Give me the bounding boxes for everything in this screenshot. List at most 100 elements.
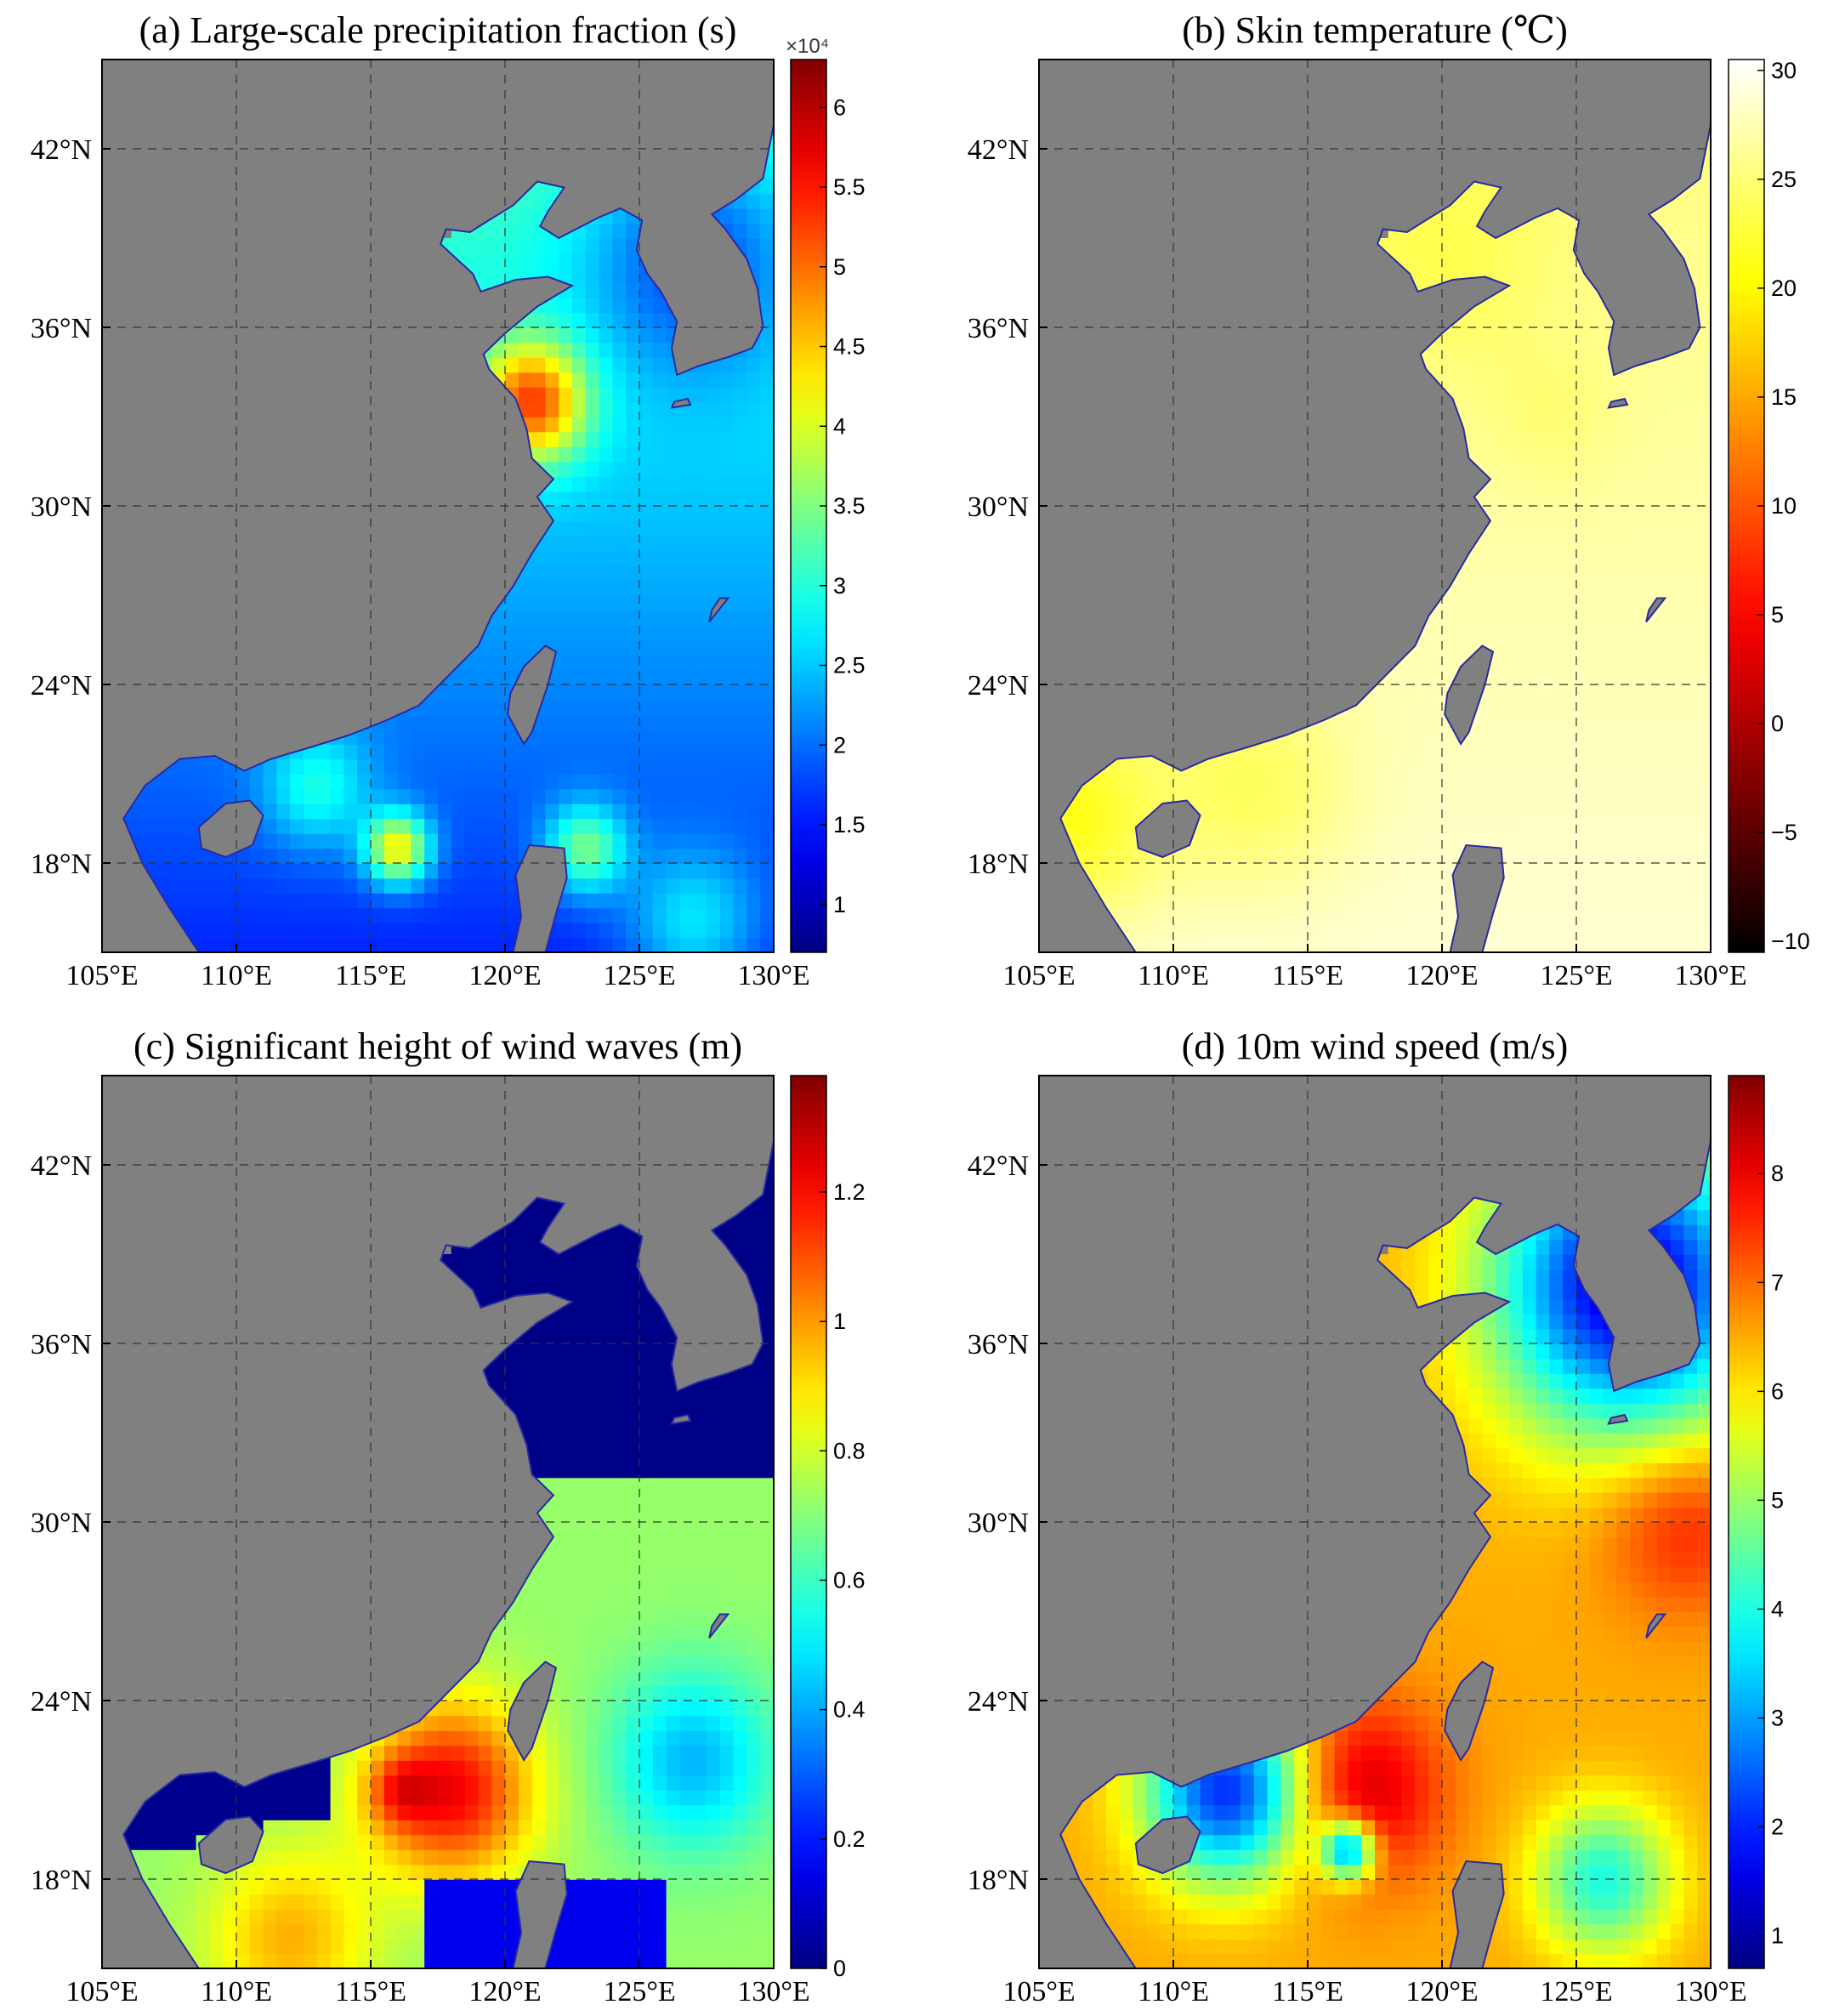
heatmap-cell: [464, 1671, 480, 1687]
heatmap-cell: [760, 208, 775, 224]
heatmap-cell: [1308, 937, 1322, 952]
heatmap-cell: [707, 1775, 721, 1791]
heatmap-cell: [559, 729, 573, 745]
heatmap-cell: [733, 1611, 748, 1627]
heatmap-cell: [424, 1775, 439, 1791]
heatmap-cell: [585, 907, 600, 923]
heatmap-cell: [478, 684, 492, 701]
heatmap-cell: [1160, 1953, 1174, 1968]
heatmap-cell: [1455, 208, 1470, 224]
heatmap-cell: [760, 639, 775, 656]
heatmap-cell: [545, 1582, 559, 1598]
heatmap-cell: [1119, 893, 1134, 909]
heatmap-cell: [1576, 714, 1591, 730]
okinawa-island: [708, 1613, 730, 1639]
heatmap-cell: [464, 655, 480, 671]
heatmap-cell: [1093, 804, 1107, 820]
heatmap-cell: [572, 506, 587, 522]
heatmap-cell: [693, 565, 707, 582]
heatmap-cell: [666, 550, 681, 566]
heatmap-cell: [652, 1701, 667, 1717]
heatmap-cell: [733, 625, 748, 641]
heatmap-cell: [639, 565, 654, 582]
heatmap-cell: [585, 446, 600, 463]
heatmap-cell: [1509, 610, 1524, 626]
heatmap-cell: [1670, 744, 1685, 760]
heatmap-cell: [679, 774, 694, 790]
heatmap-cell: [304, 1804, 318, 1820]
heatmap-cell: [1630, 818, 1644, 834]
heatmap-cell: [639, 923, 654, 939]
heatmap-cell: [1496, 610, 1510, 626]
heatmap-cell: [491, 833, 506, 849]
heatmap-cell: [1267, 833, 1282, 849]
heatmap-cell: [747, 401, 761, 417]
heatmap-cell: [1415, 655, 1429, 671]
heatmap-cell: [249, 788, 264, 804]
heatmap-cell: [585, 1894, 600, 1910]
heatmap-cell: [505, 1388, 519, 1404]
heatmap-cell: [760, 1655, 775, 1672]
heatmap-cell: [1630, 639, 1644, 656]
heatmap-cell: [679, 1923, 694, 1939]
heatmap-cell: [1522, 372, 1537, 388]
heatmap-cell: [719, 1790, 735, 1806]
heatmap-cell: [531, 1433, 547, 1449]
y-tick-label: 42°N: [31, 1150, 92, 1182]
heatmap-cell: [1496, 298, 1510, 314]
heatmap-cell: [733, 1566, 748, 1582]
heatmap-cell: [464, 253, 480, 269]
heatmap-cell: [518, 1269, 533, 1285]
heatmap-cell: [626, 595, 640, 611]
heatmap-cell: [182, 1864, 197, 1880]
heatmap-cell: [652, 1685, 667, 1701]
heatmap-cell: [545, 1373, 559, 1389]
heatmap-cell: [263, 1923, 278, 1939]
heatmap-cell: [1536, 804, 1551, 820]
heatmap-cell: [1603, 506, 1618, 522]
heatmap-cell: [747, 1373, 761, 1389]
heatmap-cell: [693, 387, 707, 403]
heatmap-cell: [599, 1284, 614, 1300]
heatmap-cell: [263, 1894, 278, 1910]
heatmap-cell: [1576, 417, 1591, 433]
heatmap-cell: [1563, 669, 1577, 685]
heatmap-cell: [1106, 788, 1121, 804]
heatmap-cell: [1616, 833, 1631, 849]
heatmap-cell: [1522, 699, 1537, 715]
heatmap-cell: [1093, 1804, 1107, 1820]
heatmap-cell: [559, 1596, 573, 1612]
heatmap-cell: [1563, 491, 1577, 507]
heatmap-cell: [478, 1254, 492, 1270]
heatmap-cell: [585, 1804, 600, 1820]
heatmap-cell: [290, 1864, 304, 1880]
heatmap-cell: [707, 446, 721, 463]
heatmap-cell: [733, 208, 748, 224]
heatmap-cell: [196, 1939, 211, 1955]
heatmap-cell: [1375, 923, 1389, 939]
heatmap-cell: [1670, 357, 1685, 373]
heatmap-cell: [1334, 1804, 1349, 1820]
heatmap-cell: [1160, 1804, 1174, 1820]
heatmap-cell: [1253, 1760, 1269, 1776]
heatmap-cell: [1253, 893, 1269, 909]
heatmap-cell: [491, 1879, 506, 1895]
heatmap-cell: [1428, 774, 1443, 790]
heatmap-cell: [599, 1685, 614, 1701]
heatmap-cell: [1563, 417, 1577, 433]
heatmap-cell: [491, 1254, 506, 1270]
heatmap-cell: [599, 923, 614, 939]
heatmap-cell: [559, 923, 573, 939]
heatmap-cell: [1160, 1894, 1174, 1910]
heatmap-cell: [707, 848, 721, 864]
heatmap-cell: [760, 1284, 775, 1300]
heatmap-cell: [1334, 1760, 1349, 1776]
heatmap-cell: [652, 1715, 667, 1731]
heatmap-cell: [1482, 357, 1496, 373]
heatmap-cell: [1173, 848, 1188, 864]
heatmap-cell: [559, 1626, 573, 1642]
heatmap-cell: [707, 476, 721, 492]
heatmap-cell: [1589, 893, 1604, 909]
heatmap-cell: [518, 372, 533, 388]
heatmap-cell: [1643, 520, 1658, 537]
